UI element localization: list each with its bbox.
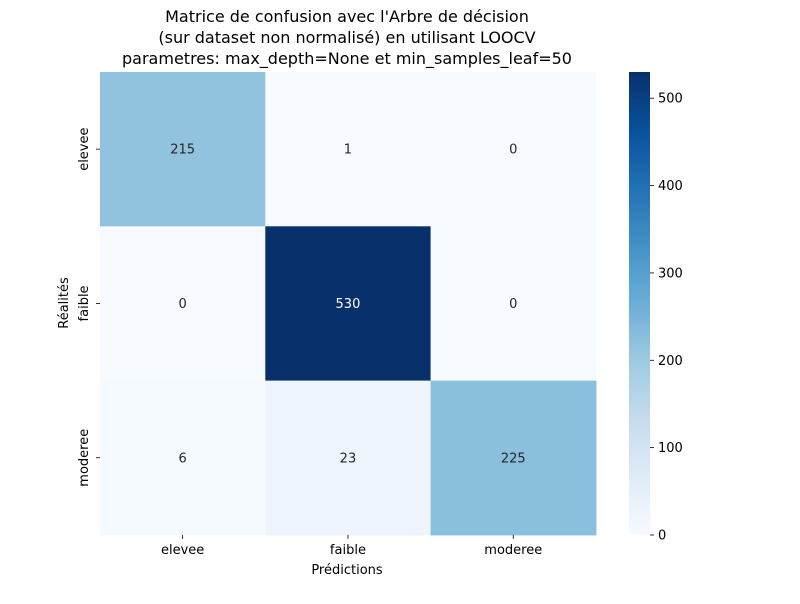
x-tick-elevee: elevee [161,543,204,558]
colorbar-tick-100: 100 [658,441,683,456]
cell-label-r1-c0: 0 [179,297,187,312]
cell-r2-c0 [100,380,266,536]
cell-r1-c2 [430,226,597,382]
cell-r2-c2 [430,380,597,536]
y-tick-labels: elevee faible moderee [77,127,100,487]
colorbar-tick-200: 200 [658,354,683,369]
cell-r0-c0 [100,72,266,227]
title-line-3: parametres: max_depth=None et min_sample… [122,49,572,69]
cell-label-r2-c1: 23 [340,451,357,466]
y-tick-elevee: elevee [77,127,92,170]
cell-label-r1-c1: 530 [336,297,361,312]
colorbar-tick-300: 300 [658,266,683,281]
cell-label-r0-c0: 215 [170,143,195,158]
y-tick-moderee: moderee [77,429,92,487]
cell-r2-c1 [265,380,432,536]
colorbar-tick-400: 400 [658,179,683,194]
cell-label-r2-c0: 6 [179,451,187,466]
cell-label-r0-c1: 1 [344,143,352,158]
cell-label-r0-c2: 0 [509,143,517,158]
cell-label-r1-c2: 0 [509,297,517,312]
x-axis-label: Prédictions [311,563,383,578]
cell-label-r2-c2: 225 [501,451,526,466]
y-tick-faible: faible [77,285,92,321]
y-axis-label: Réalités [57,277,72,329]
cell-r1-c1 [265,226,432,382]
heatmap-cells: 215 1 0 0 530 0 6 23 225 [100,72,597,536]
colorbar-ticks: 0 100 200 300 400 500 [650,92,683,544]
x-tick-faible: faible [330,543,366,558]
colorbar-tick-500: 500 [658,92,683,107]
colorbar [629,72,650,535]
x-tick-labels: elevee faible moderee [161,534,542,558]
x-tick-moderee: moderee [484,543,542,558]
colorbar-tick-0: 0 [658,529,666,544]
title-line-2: (sur dataset non normalisé) en utilisant… [158,28,535,47]
cell-r0-c2 [430,72,597,227]
cell-r1-c0 [100,226,266,382]
title-line-1: Matrice de confusion avec l'Arbre de déc… [165,7,529,26]
cell-r0-c1 [265,72,432,227]
chart-title: Matrice de confusion avec l'Arbre de déc… [122,7,572,69]
